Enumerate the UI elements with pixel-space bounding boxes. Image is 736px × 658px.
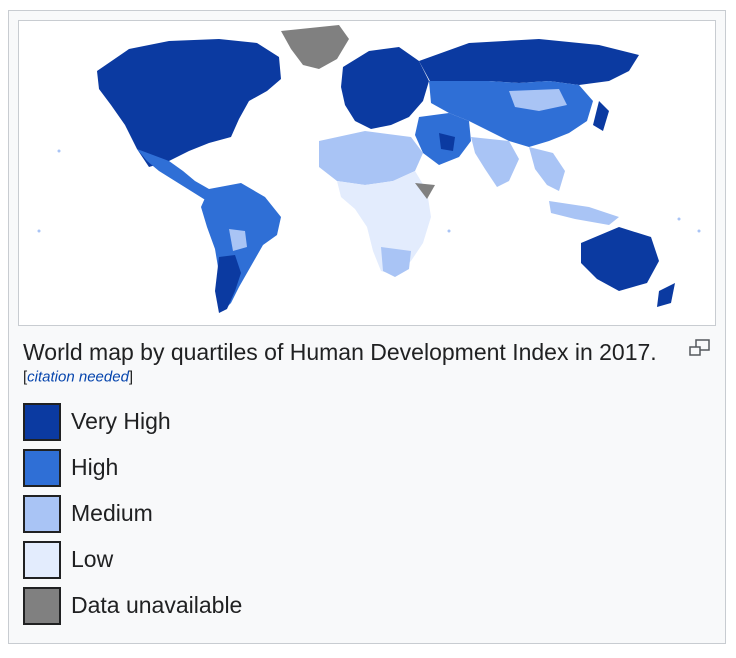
world-map-svg — [37, 25, 701, 313]
north-america — [97, 39, 281, 167]
subsaharan-africa — [337, 171, 431, 275]
russia — [419, 39, 639, 85]
greenland — [281, 25, 349, 69]
legend-swatch — [23, 541, 61, 579]
legend-item-very-high: Very High — [23, 403, 423, 443]
legend-label: Low — [71, 546, 114, 572]
japan — [593, 101, 609, 131]
island-dot — [37, 229, 41, 233]
somalia — [415, 183, 435, 199]
legend-swatch — [23, 587, 61, 625]
legend-item-medium: Medium — [23, 495, 423, 535]
world-map-image[interactable] — [18, 20, 716, 326]
legend-label: Data unavailable — [71, 592, 243, 618]
new-zealand — [657, 283, 675, 307]
island-dot — [697, 229, 701, 233]
bolivia — [229, 229, 247, 251]
legend-item-data-unavailable: Data unavailable — [23, 587, 423, 627]
island-dot — [447, 229, 451, 233]
australia — [581, 227, 659, 291]
south-asia — [471, 137, 519, 187]
legend-label: High — [71, 454, 119, 480]
citation-bracket-close: ] — [128, 368, 134, 386]
mongolia — [509, 89, 567, 111]
legend-label: Very High — [71, 408, 171, 434]
citation-bracket-open: [ — [23, 368, 28, 386]
central-america — [137, 149, 217, 201]
indonesia — [549, 201, 619, 225]
caption-text: World map by quartiles of Human Developm… — [23, 339, 657, 365]
enlarge-icon-svg — [689, 339, 710, 356]
north-africa — [319, 131, 423, 185]
enlarge-icon[interactable] — [689, 339, 711, 357]
map-caption: World map by quartiles of Human Developm… — [23, 337, 663, 397]
legend-item-low: Low — [23, 541, 423, 581]
legend-label: Medium — [71, 500, 153, 526]
southern-africa — [381, 247, 411, 277]
island-dot — [57, 149, 61, 153]
legend-swatch — [23, 495, 61, 533]
legend-swatch — [23, 449, 61, 487]
legend-swatch — [23, 403, 61, 441]
island-dot — [677, 217, 681, 221]
citation-needed: [citation needed] — [23, 368, 133, 385]
southern-cone — [215, 255, 241, 313]
southeast-asia — [529, 147, 565, 191]
europe — [341, 47, 429, 129]
legend-item-high: High — [23, 449, 423, 489]
citation-needed-link[interactable]: citation needed — [27, 368, 129, 386]
map-figure: World map by quartiles of Human Developm… — [8, 10, 726, 644]
gulf-states — [439, 133, 455, 151]
